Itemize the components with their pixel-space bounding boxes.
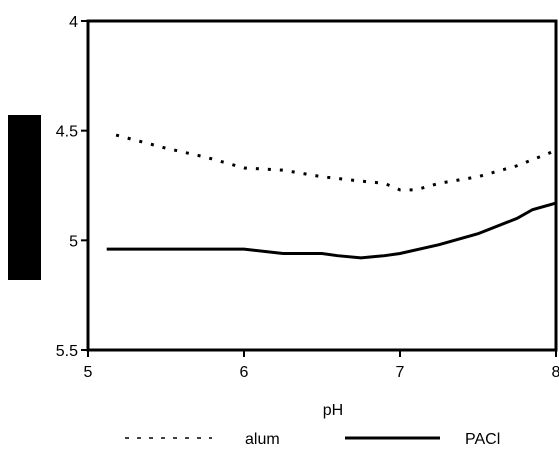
ticks: 5 6 7 8 4 4.5 5 5.5 [56,14,559,381]
y-tick-label: 4.5 [56,124,78,141]
legend-label: alum [245,431,280,448]
y-axis-label-block [8,115,41,280]
x-tick-label: 5 [84,364,93,381]
plot-frame [86,19,558,352]
legend-label: PACl [465,431,500,448]
legend: alum PACl [125,431,500,448]
series-layer [106,133,557,260]
x-tick-label: 8 [552,364,559,381]
x-axis-label: pH [323,402,343,419]
series-line-pacl [106,201,557,260]
y-tick-label: 5 [69,233,78,250]
x-tick-label: 6 [240,364,249,381]
x-tick-label: 7 [396,364,405,381]
series-line-alum [115,133,557,192]
y-tick-label: 4 [69,14,78,31]
y-tick-label: 5.5 [56,343,78,360]
